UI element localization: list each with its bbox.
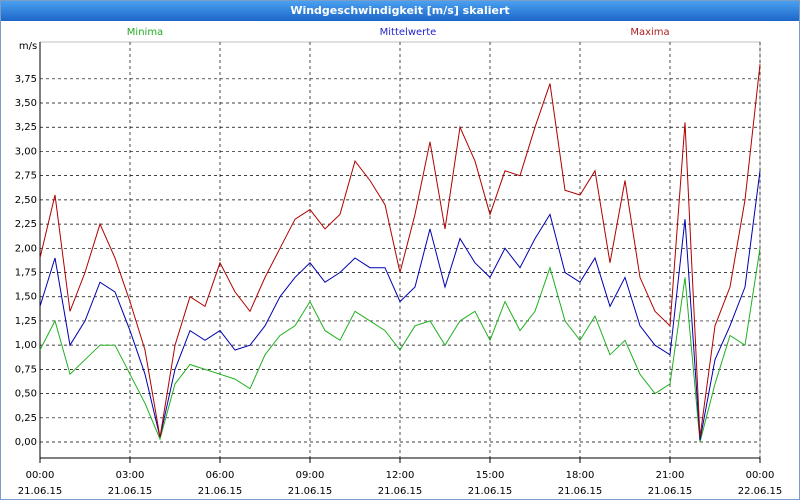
y-tick-label: 0,25: [15, 413, 37, 424]
y-tick-label: 1,00: [15, 340, 37, 351]
x-tick-date: 21.06.15: [468, 486, 513, 497]
x-tick-date: 21.06.15: [558, 486, 603, 497]
series-line: [39, 64, 761, 438]
x-tick-label: 00:00: [26, 470, 55, 481]
x-tick-date: 21.06.15: [378, 486, 423, 497]
y-tick-label: 2,75: [15, 171, 37, 182]
x-tick-date: 22.06.15: [738, 486, 783, 497]
y-tick-label: 0,50: [15, 389, 37, 400]
y-tick-label: 3,50: [15, 98, 37, 109]
y-tick-label: 0,75: [15, 364, 37, 375]
x-tick-label: 12:00: [386, 470, 415, 481]
y-tick-label: 3,00: [15, 146, 37, 157]
y-tick-label: 2,50: [15, 195, 37, 206]
y-tick-label: 3,25: [15, 122, 37, 133]
legend-label: Minima: [127, 27, 163, 38]
title-bar: Windgeschwindigkeit [m/s] skaliert: [1, 1, 799, 21]
x-tick-date: 21.06.15: [18, 486, 63, 497]
x-tick-label: 06:00: [206, 470, 235, 481]
y-tick-label: 2,25: [15, 219, 37, 230]
y-tick-label: 1,50: [15, 292, 37, 303]
y-tick-label: 2,00: [15, 243, 37, 254]
y-tick-label: 0,00: [15, 437, 37, 448]
series-line: [39, 248, 761, 443]
x-tick-label: 03:00: [116, 470, 145, 481]
y-axis-label: m/s: [19, 41, 37, 52]
x-tick-date: 21.06.15: [288, 486, 333, 497]
y-tick-label: 1,75: [15, 268, 37, 279]
legend-label: Mittelwerte: [380, 27, 437, 38]
x-tick-date: 21.06.15: [108, 486, 153, 497]
x-tick-label: 00:00: [746, 470, 775, 481]
y-tick-label: 3,75: [15, 74, 37, 85]
x-tick-label: 15:00: [476, 470, 505, 481]
y-tick-label: 1,25: [15, 316, 37, 327]
x-tick-label: 09:00: [296, 470, 325, 481]
x-tick-date: 21.06.15: [198, 486, 243, 497]
x-tick-date: 21.06.15: [648, 486, 693, 497]
legend-label: Maxima: [630, 27, 669, 38]
x-tick-label: 18:00: [566, 470, 595, 481]
x-tick-label: 21:00: [656, 470, 685, 481]
